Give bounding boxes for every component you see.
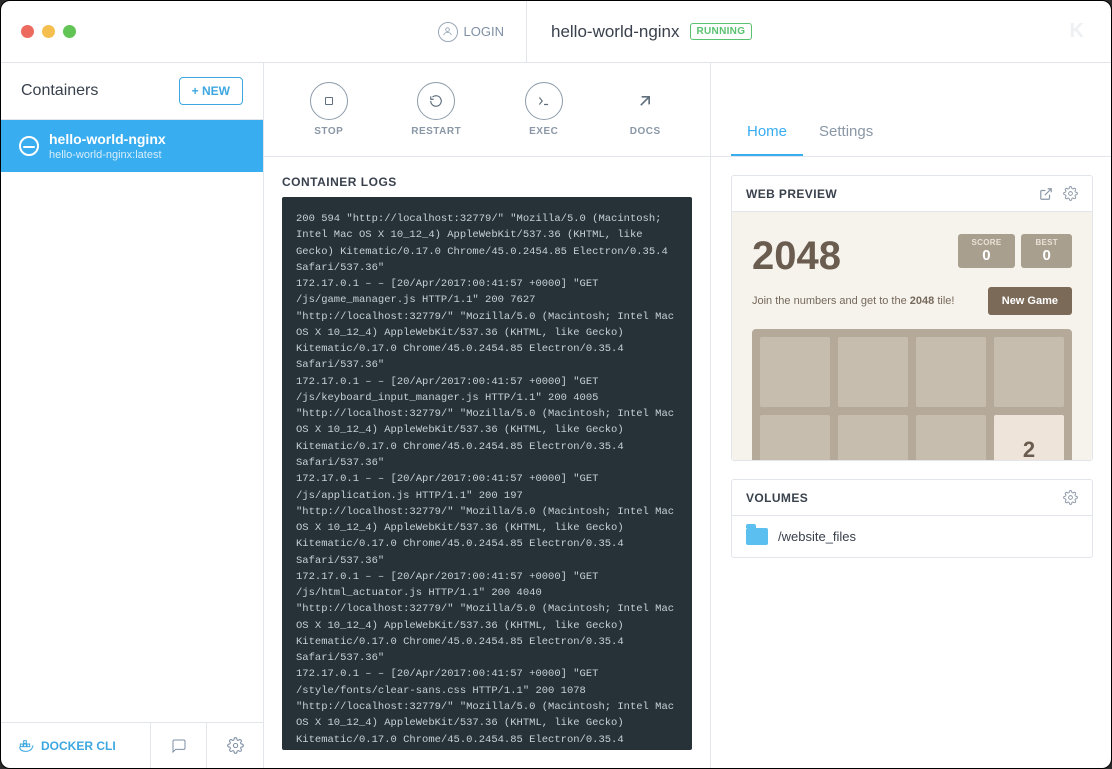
best-value: 0 [1035, 247, 1058, 264]
container-actions: STOP RESTART EXEC [264, 63, 710, 156]
best-label: BEST [1035, 238, 1058, 247]
docs-icon [626, 82, 664, 120]
game-cell-0-3 [994, 337, 1064, 407]
container-list: hello-world-nginx hello-world-nginx:late… [1, 120, 263, 722]
docker-cli-label: DOCKER CLI [41, 739, 116, 753]
docker-icon [19, 738, 35, 754]
game-top-row: 2048 SCORE 0 BEST 0 [752, 234, 1072, 279]
game-cell-0-1 [838, 337, 908, 407]
top-bar: LOGIN hello-world-nginx RUNNING K [1, 1, 1111, 63]
best-box: BEST 0 [1021, 234, 1072, 268]
exec-icon [525, 82, 563, 120]
maximize-window-button[interactable] [63, 25, 76, 38]
new-game-button[interactable]: New Game [988, 287, 1072, 315]
sidebar-header: Containers + NEW [1, 63, 263, 120]
restart-icon [417, 82, 455, 120]
game-cell-1-1 [838, 415, 908, 460]
web-preview-header: WEB PREVIEW [732, 176, 1092, 212]
tab-home[interactable]: Home [731, 111, 803, 156]
minimize-window-button[interactable] [42, 25, 55, 38]
volume-path: /website_files [778, 529, 856, 544]
close-window-button[interactable] [21, 25, 34, 38]
game-cell-1-3: 2 [994, 415, 1064, 460]
new-container-button[interactable]: + NEW [179, 77, 243, 105]
volume-item-website-files[interactable]: /website_files [746, 528, 1078, 545]
container-header: hello-world-nginx RUNNING [527, 22, 1070, 42]
docs-button[interactable]: DOCS [626, 82, 664, 137]
chat-icon [171, 738, 187, 754]
volumes-header: VOLUMES [732, 480, 1092, 516]
stop-button[interactable]: STOP [310, 82, 348, 137]
user-icon [438, 22, 458, 42]
volumes-panel: VOLUMES /website_files [731, 479, 1093, 558]
game-sub-row: Join the numbers and get to the 2048 til… [752, 287, 1072, 315]
game-cell-1-2 [916, 415, 986, 460]
score-label: SCORE [972, 238, 1002, 247]
sidebar-footer: DOCKER CLI [1, 722, 263, 768]
main-content: STOP RESTART EXEC [264, 63, 1111, 768]
container-item-names: hello-world-nginx hello-world-nginx:late… [49, 130, 166, 162]
game-cell-1-0 [760, 415, 830, 460]
right-pane: WEB PREVIEW [710, 157, 1111, 768]
containers-heading: Containers [21, 82, 98, 100]
exec-label: EXEC [529, 126, 558, 137]
game-grid: 2 [752, 329, 1072, 460]
status-badge: RUNNING [690, 23, 753, 40]
score-box: SCORE 0 [958, 234, 1016, 268]
open-external-button[interactable] [1039, 187, 1053, 201]
folder-icon [746, 528, 768, 545]
web-preview-settings-button[interactable] [1063, 186, 1078, 201]
tab-bar: Home Settings [710, 63, 1111, 156]
game-cell-0-2 [916, 337, 986, 407]
exec-button[interactable]: EXEC [525, 82, 563, 137]
window-controls [1, 25, 264, 38]
panes: CONTAINER LOGS 200 594 "http://localhost… [264, 157, 1111, 768]
sidebar: Containers + NEW hello-world-nginx hello… [1, 63, 264, 768]
login-button[interactable]: LOGIN [264, 1, 527, 62]
game-cell-0-0 [760, 337, 830, 407]
web-preview-title: WEB PREVIEW [746, 187, 837, 201]
stop-icon [310, 82, 348, 120]
container-item-hello-world-nginx[interactable]: hello-world-nginx hello-world-nginx:late… [1, 120, 263, 172]
score-group: SCORE 0 BEST 0 [958, 234, 1073, 268]
container-logs-title: CONTAINER LOGS [282, 175, 692, 189]
container-title: hello-world-nginx [551, 22, 680, 42]
tab-settings[interactable]: Settings [803, 111, 889, 156]
volumes-settings-button[interactable] [1063, 490, 1078, 505]
settings-button[interactable] [207, 723, 263, 768]
score-value: 0 [972, 247, 1002, 264]
docs-label: DOCS [630, 126, 661, 137]
container-item-image: hello-world-nginx:latest [49, 148, 166, 162]
game-title: 2048 [752, 234, 841, 279]
restart-label: RESTART [411, 126, 461, 137]
game-description: Join the numbers and get to the 2048 til… [752, 295, 954, 307]
chat-button[interactable] [151, 723, 207, 768]
kitematic-window: LOGIN hello-world-nginx RUNNING K Contai… [0, 0, 1112, 769]
restart-button[interactable]: RESTART [411, 82, 461, 137]
container-item-name: hello-world-nginx [49, 130, 166, 148]
container-status-icon [19, 136, 39, 156]
stop-label: STOP [314, 126, 343, 137]
docker-cli-button[interactable]: DOCKER CLI [1, 723, 151, 768]
gear-icon [227, 737, 244, 754]
login-label: LOGIN [464, 24, 504, 39]
web-preview-body: 2048 SCORE 0 BEST 0 [732, 212, 1092, 460]
toolbar-row: STOP RESTART EXEC [264, 63, 1111, 157]
body-area: Containers + NEW hello-world-nginx hello… [1, 63, 1111, 768]
kitematic-logo: K [1070, 20, 1111, 43]
logs-pane: CONTAINER LOGS 200 594 "http://localhost… [264, 157, 710, 768]
container-logs-text[interactable]: 200 594 "http://localhost:32779/" "Mozil… [282, 197, 692, 750]
web-preview-panel: WEB PREVIEW [731, 175, 1093, 461]
volumes-title: VOLUMES [746, 491, 808, 505]
volumes-body: /website_files [732, 516, 1092, 557]
web-preview-actions [1039, 186, 1078, 201]
